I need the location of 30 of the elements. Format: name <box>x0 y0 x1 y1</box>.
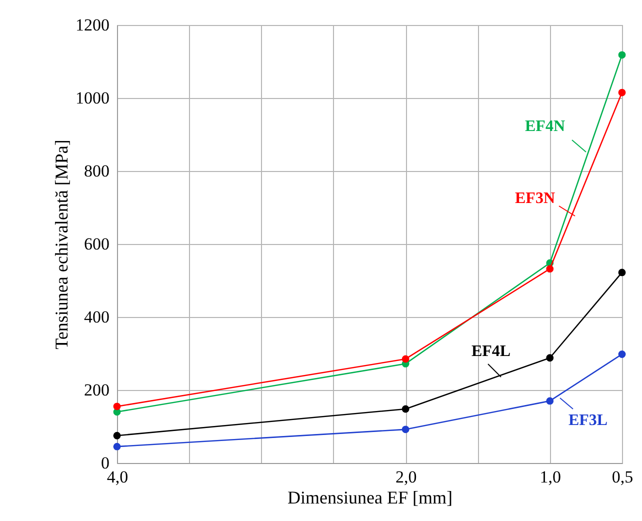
point <box>546 265 554 273</box>
point <box>618 350 626 358</box>
y-tick-label: 200 <box>84 380 110 400</box>
point <box>618 268 626 276</box>
point <box>618 88 626 96</box>
legend-label: EF3L <box>568 412 608 429</box>
series-label: EF4N <box>525 118 566 135</box>
point <box>113 442 121 450</box>
point <box>546 397 554 405</box>
y-axis-title: Tensiunea echivalentă [MPa] <box>52 140 72 350</box>
x-tick-label: 2,0 <box>395 468 417 486</box>
point <box>546 354 554 362</box>
y-tick-label: 600 <box>84 234 110 254</box>
y-tick-label: 400 <box>84 308 110 326</box>
point <box>402 426 410 434</box>
point <box>402 405 410 413</box>
y-tick-label: 800 <box>84 162 110 180</box>
point <box>113 432 121 440</box>
y-tick-label: 1200 <box>76 16 110 34</box>
x-tick-label: 4,0 <box>106 468 128 486</box>
y-tick-label: 1000 <box>76 88 110 108</box>
y-tick-label: 0 <box>101 454 110 472</box>
x-axis-title: Dimensiunea EF [mm] <box>288 488 452 508</box>
point <box>113 402 121 410</box>
point <box>402 355 410 363</box>
point <box>618 51 626 59</box>
x-tick-label: 0,5 <box>612 468 634 486</box>
x-tick-label: 1,0 <box>540 468 561 486</box>
series-label: EF3N <box>515 190 556 207</box>
series-label: EF4L <box>471 343 511 360</box>
